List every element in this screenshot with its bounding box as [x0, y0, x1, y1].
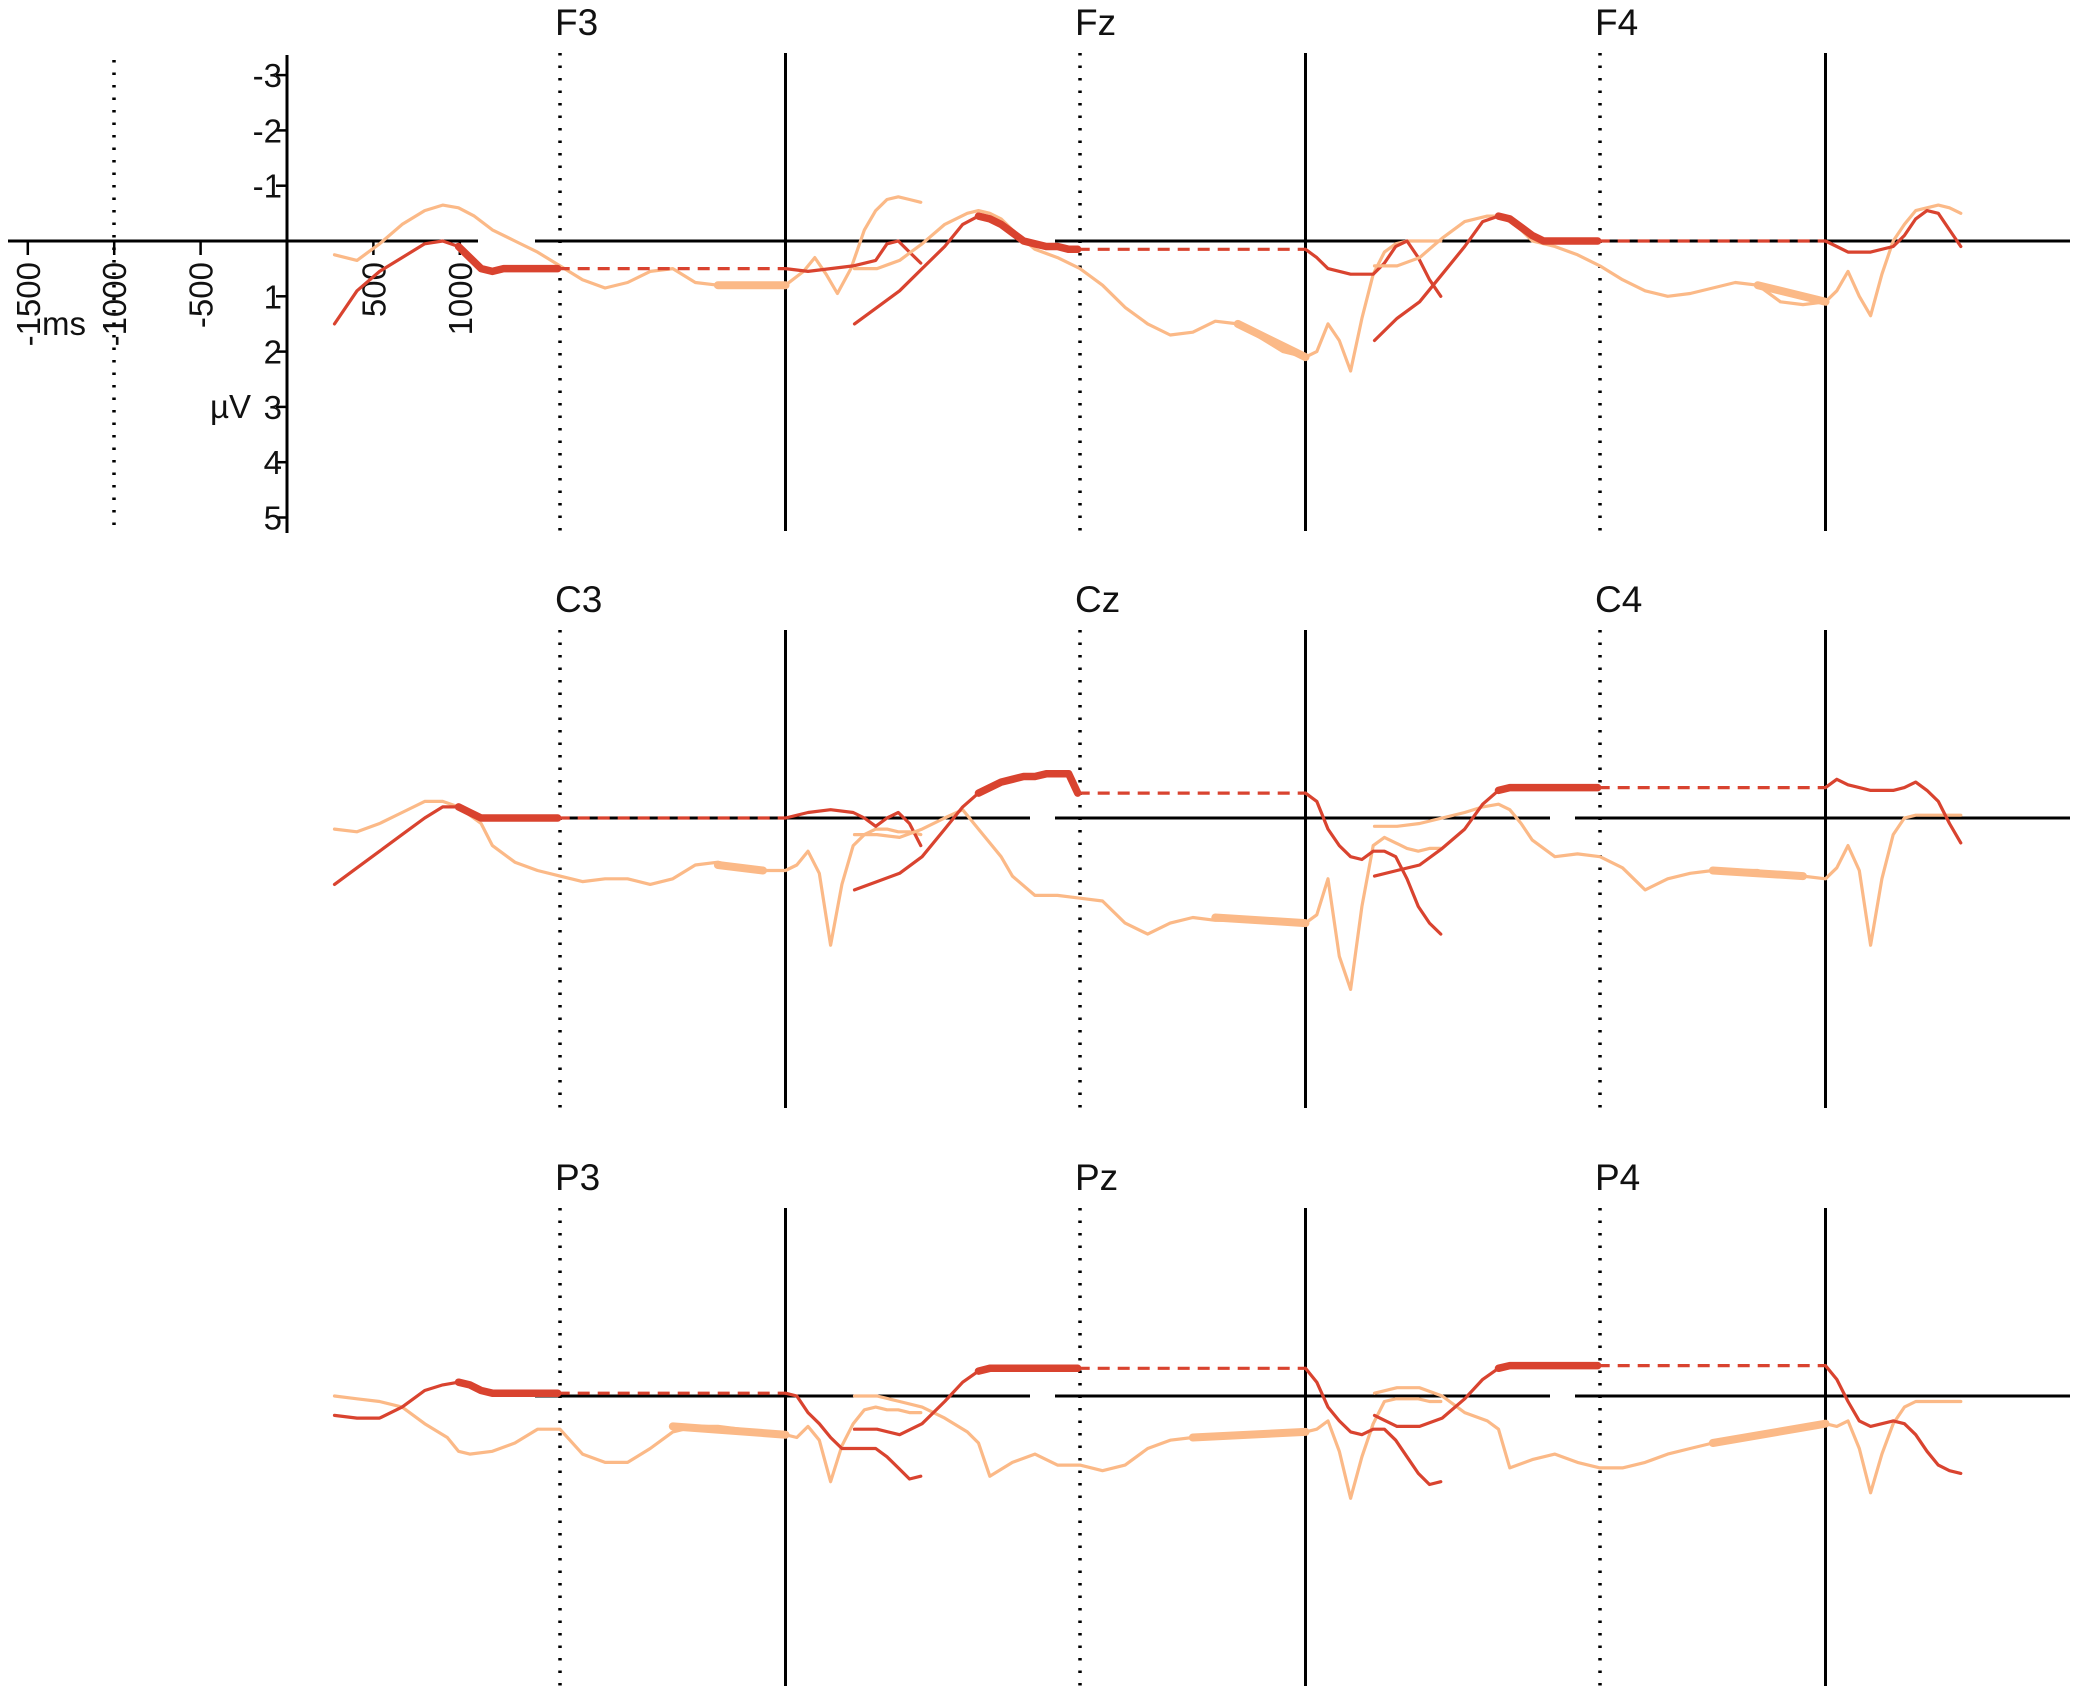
panel-title: C4: [1595, 579, 1642, 620]
light-series-line: [1372, 1386, 1963, 1495]
panel-c3: C3: [332, 579, 1030, 1108]
panel-title: C3: [555, 579, 602, 620]
dark-series-post-line: [1303, 239, 1443, 298]
ref-y-tick-label-3: 1: [264, 278, 282, 315]
ref-x-tick-label-1: -1000: [96, 262, 133, 346]
light-series-thick-segment: [1708, 1419, 1830, 1447]
light-series-line: [332, 799, 923, 947]
dark-series-thick-segment: [454, 1378, 562, 1397]
dark-series-line: [1372, 214, 1600, 343]
dark-series-thick-segment: [454, 803, 562, 822]
light-series-line: [852, 209, 1443, 373]
light-series-line: [332, 195, 923, 296]
dark-series-line: [1372, 785, 1600, 878]
panels: F3 Fz F4 C3 Cz C4 P3 Pz P4: [332, 2, 2070, 1686]
panel-title: F4: [1595, 2, 1638, 43]
dark-series-line: [852, 214, 1080, 326]
light-series-line: [852, 1394, 1443, 1500]
dark-series-post-line: [783, 239, 923, 273]
light-series-line: [1372, 203, 1963, 318]
dark-series-thick-segment: [1494, 783, 1602, 795]
dark-series-thick-segment: [1494, 212, 1602, 245]
dark-series-post-line: [783, 808, 923, 848]
ref-ticks: -1500 -1000 -500 500 1000 -3 -2 -1 1 2 3 4 5: [10, 57, 479, 536]
dark-series-post-line: [1823, 209, 1963, 254]
dark-series-thick-segment: [974, 770, 1082, 797]
dark-series-post-line: [1303, 1366, 1443, 1487]
dark-series-post-line: [783, 1391, 923, 1481]
panel-title: Cz: [1075, 579, 1120, 620]
dark-series-post-line: [1823, 777, 1963, 845]
ref-y-tick-label-0: -3: [253, 57, 282, 94]
dark-series-line: [852, 1366, 1080, 1437]
ref-y-tick-label-6: 4: [264, 444, 282, 481]
panel-fz: Fz: [852, 2, 1550, 531]
panel-title: Pz: [1075, 1157, 1118, 1198]
panel-cz: Cz: [852, 579, 1550, 1108]
dark-series-thick-segment: [974, 212, 1082, 254]
panel-c4: C4: [1372, 579, 2070, 1108]
panel-pz: Pz: [852, 1157, 1550, 1686]
panel-f4: F4: [1372, 2, 2070, 531]
ref-x-tick-label-3: 500: [355, 262, 392, 317]
light-series-thick-segment: [1233, 319, 1310, 362]
light-series-line: [852, 808, 1443, 992]
ref-x-tick-label-2: -500: [183, 262, 220, 328]
dark-series-thick-segment: [1494, 1361, 1602, 1373]
light-series-line: [1372, 802, 1963, 947]
ref-y-tick-label-5: 3: [264, 389, 282, 426]
panel-title: F3: [555, 2, 598, 43]
light-series-thick-segment: [668, 1422, 790, 1439]
panel-p4: P4: [1372, 1157, 2070, 1686]
light-series-thick-segment: [1708, 866, 1807, 881]
light-series-thick-segment: [1753, 281, 1830, 306]
light-series-thick-segment: [1211, 913, 1310, 928]
ref-y-tick-label-7: 5: [264, 500, 282, 537]
dark-series-line: [852, 772, 1080, 892]
light-series-thick-segment: [713, 861, 767, 875]
panel-title: Fz: [1075, 2, 1116, 43]
ref-x-tick-label-0: -1500: [10, 262, 47, 346]
ref-x-tick-label-4: 1000: [442, 262, 479, 335]
ref-y-tick-label-1: -2: [253, 112, 282, 149]
ref-ylabel: µV: [210, 388, 251, 425]
ref-xlabel: ms: [42, 305, 86, 342]
ref-y-tick-label-4: 2: [264, 334, 282, 371]
panel-p3: P3: [332, 1157, 1030, 1686]
dark-series-thick-segment: [454, 242, 562, 276]
panel-title: P3: [555, 1157, 600, 1198]
dark-series-post-line: [1823, 1363, 1963, 1476]
dark-series-thick-segment: [974, 1364, 1082, 1375]
panel-title: P4: [1595, 1157, 1640, 1198]
ref-y-tick-label-2: -1: [253, 168, 282, 205]
dark-series-post-line: [1303, 791, 1443, 936]
reference-axes: -1500 -1000 -500 500 1000 -3 -2 -1 1 2 3 4 5 ms µV: [8, 55, 479, 537]
light-series-thick-segment: [1188, 1427, 1310, 1442]
